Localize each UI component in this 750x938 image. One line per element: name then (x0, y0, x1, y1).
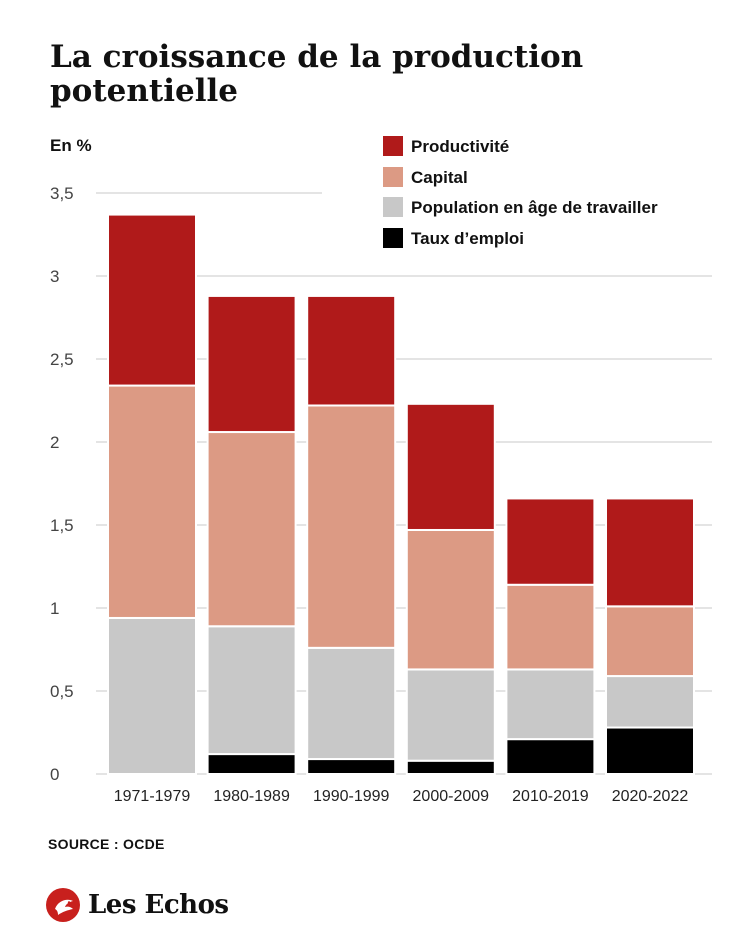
y-tick-label: 3 (50, 267, 59, 286)
y-axis-ticks: 0 0,5 1 1,5 2 2,5 3 3,5 (50, 184, 74, 784)
x-category-label: 2010-2019 (512, 788, 589, 805)
brand-name: Les Echos (88, 890, 229, 920)
legend-swatch-capital (383, 166, 403, 187)
bar-segment (605, 605, 695, 678)
bar-segment (306, 294, 397, 407)
x-category-label: 1980-1989 (213, 788, 290, 805)
bar-segment (107, 213, 197, 387)
y-tick-label: 0,5 (50, 682, 74, 701)
legend-label-productivite: Productivité (411, 137, 510, 156)
bars (107, 213, 695, 776)
chart-title: La croissance de la production potentiel… (50, 39, 584, 109)
y-axis-unit-label: En % (50, 136, 92, 155)
bar-segment (605, 497, 695, 608)
x-category-label: 1971-1979 (114, 788, 191, 805)
bar-segment (405, 528, 496, 671)
x-category-label: 2020-2022 (612, 788, 689, 805)
bar-segment (605, 726, 695, 776)
les-echos-logo-icon (46, 888, 80, 922)
bar-segment (206, 625, 297, 756)
x-category-label: 2000-2009 (413, 788, 490, 805)
legend-swatch-taux-emploi (383, 227, 403, 248)
stacked-bar-chart: 0 0,5 1 1,5 2 2,5 3 3,5 1971-1979 1980-1989 1990-… (50, 184, 712, 805)
y-tick-label: 2,5 (50, 350, 74, 369)
bar-segment (605, 675, 695, 729)
bar-segment (107, 384, 197, 619)
source-note: SOURCE : OCDE (48, 836, 165, 852)
x-axis-labels: 1971-1979 1980-1989 1990-1999 2000-2009 2010… (114, 788, 689, 805)
bar-segment (306, 404, 397, 649)
bar-segment (107, 616, 197, 776)
bar-segment (306, 646, 397, 761)
bar-segment (405, 759, 496, 775)
y-tick-label: 1 (50, 599, 59, 618)
y-tick-label: 0 (50, 765, 59, 784)
y-tick-label: 3,5 (50, 184, 74, 203)
legend-label-taux-emploi: Taux d’emploi (411, 228, 525, 248)
bar-segment (505, 497, 596, 586)
y-tick-label: 2 (50, 433, 59, 452)
legend-label-capital: Capital (411, 167, 468, 187)
bar-segment (405, 402, 496, 531)
legend-swatch-population (383, 197, 403, 217)
legend-label-population: Population en âge de travailler (411, 198, 658, 217)
bar-segment (505, 668, 596, 741)
bar-segment (405, 668, 496, 762)
legend-swatch-productivite (383, 136, 403, 156)
y-tick-label: 1,5 (50, 516, 74, 535)
bar-segment (206, 294, 297, 434)
bar-segment (206, 431, 297, 628)
bar-segment (505, 738, 596, 776)
bar-segment (306, 758, 397, 775)
bar-segment (206, 753, 297, 776)
bar-segment (505, 583, 596, 671)
x-category-label: 1990-1999 (313, 788, 390, 805)
